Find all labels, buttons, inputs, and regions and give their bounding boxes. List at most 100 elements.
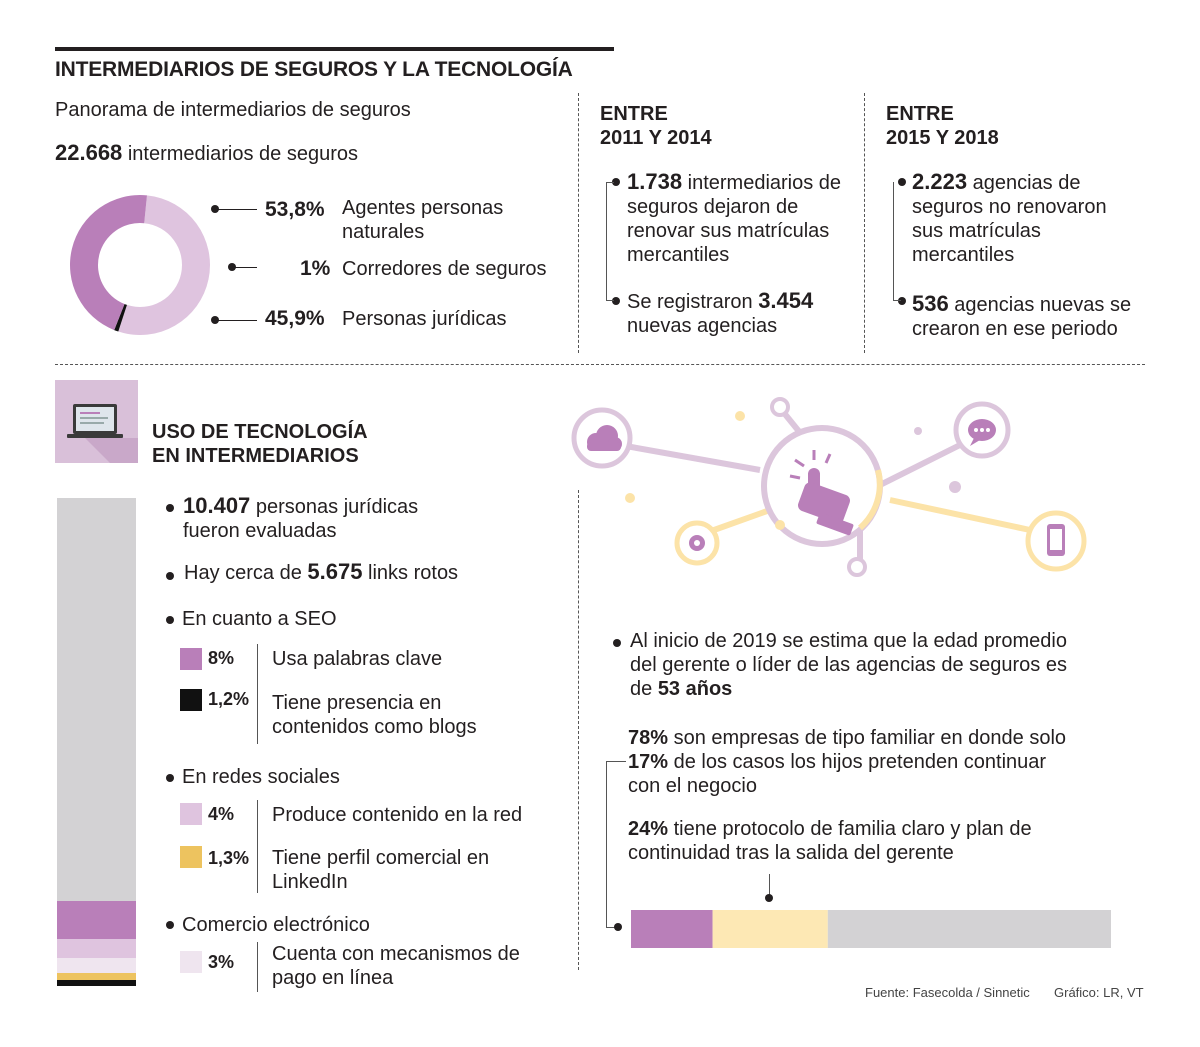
col2011-bracket — [606, 182, 607, 300]
line2-pct: 17% — [628, 751, 669, 773]
divider-v1 — [578, 93, 579, 353]
legend-dot-2 — [228, 263, 236, 271]
connector-17-foot — [606, 927, 616, 928]
legend-label-3: Personas jurídicas — [342, 308, 507, 330]
legend-dot-1 — [211, 205, 219, 213]
links-value: 5.675 — [307, 559, 363, 584]
bar-pale-purple — [57, 958, 136, 973]
col2011-fact2-pre: Se registraron — [627, 291, 753, 313]
col2015-bracket — [893, 182, 894, 300]
ecommerce-bracket — [257, 942, 258, 992]
col2015-fact1: 2.223 agencias de seguros no renovaron s… — [912, 170, 1137, 267]
bar-light-purple — [57, 939, 136, 958]
col2015-tick2 — [893, 300, 901, 301]
social-swatch-2 — [180, 846, 202, 868]
col2011-dot1 — [612, 178, 620, 186]
evaluated-text: personas jurídicas fueron evaluadas — [183, 496, 419, 542]
evaluated-value: 10.407 — [183, 493, 251, 518]
gerente-line3: 24% tiene protocolo de familia claro y p… — [628, 817, 1038, 865]
tech-heading: USO DE TECNOLOGÍA EN INTERMEDIARIOS — [152, 421, 368, 467]
social-label-1: Produce contenido en la red — [272, 804, 523, 826]
donut-slice-1 — [118, 195, 211, 336]
social-swatch-1 — [180, 803, 202, 825]
col2011-fact2-post: nuevas agencias — [627, 315, 778, 337]
connector-24-dot — [765, 894, 773, 902]
source-fuente: Fuente: Fasecolda / Sinnetic — [865, 985, 1030, 1000]
connector-17-dot — [614, 923, 622, 931]
col2011-fact1: 1.738 intermediarios de seguros dejaron … — [627, 170, 862, 267]
title-rule — [55, 47, 614, 51]
panorama-total: 22.668 intermediarios de seguros — [55, 140, 358, 166]
laptop-icon — [55, 380, 138, 463]
legend-pct-1: 53,8% — [265, 198, 325, 221]
legend-line-1 — [215, 209, 257, 210]
panorama-subtitle: Panorama de intermediarios de seguros — [55, 99, 411, 121]
bullet-ecommerce — [166, 921, 174, 929]
col2015-fact2-text: agencias nuevas se crearon en ese period… — [912, 294, 1132, 340]
seo-pct-1: 8% — [208, 648, 235, 668]
social-label-2: Tiene perfil comercial en LinkedIn — [272, 847, 490, 893]
ecommerce-pct-1: 3% — [208, 952, 235, 972]
col2015-fact1-text: agencias de seguros no renovaron sus mat… — [912, 172, 1107, 266]
seo-swatch-2 — [180, 689, 202, 711]
network-illustration — [571, 397, 1087, 577]
phone-icon — [1047, 524, 1065, 556]
col2011-dot2 — [612, 297, 620, 305]
col2011-tick1 — [606, 182, 614, 183]
donut-slice-3 — [69, 195, 147, 331]
col2011-header: ENTRE 2011 Y 2014 — [600, 103, 712, 149]
source-grafico: Gráfico: LR, VT — [1054, 985, 1144, 1000]
col2015-dot2 — [898, 297, 906, 305]
page-title: INTERMEDIARIOS DE SEGUROS Y LA TECNOLOGÍ… — [55, 58, 573, 81]
total-label: intermediarios de seguros — [127, 143, 358, 165]
col2015-dot1 — [898, 178, 906, 186]
col2011-fact1-value: 1.738 — [627, 169, 683, 194]
seo-title: En cuanto a SEO — [182, 608, 337, 630]
col2011-fact2: Se registraron 3.454 nuevas agencias — [627, 289, 847, 338]
legend-dot-3 — [211, 316, 219, 324]
line1-text: son empresas de tipo familiar en donde s… — [673, 727, 1067, 749]
bar-yellow — [57, 973, 136, 980]
bar-black — [57, 980, 136, 986]
total-value: 22.668 — [55, 140, 123, 165]
seo-bracket — [257, 644, 258, 744]
links-post: links rotos — [368, 562, 459, 584]
col2015-fact1-value: 2.223 — [912, 169, 968, 194]
line3-pct: 24% — [628, 818, 669, 840]
bullet-gerente — [613, 639, 621, 647]
divider-v2 — [864, 93, 865, 353]
line2-text: de los casos los hijos pretenden continu… — [628, 751, 1047, 797]
bullet-social — [166, 774, 174, 782]
hand-pointer-icon — [789, 450, 854, 536]
donut-slice-2 — [114, 304, 127, 332]
social-title: En redes sociales — [182, 766, 340, 788]
line3-text: tiene protocolo de familia claro y plan … — [628, 818, 1032, 864]
connector-17-v — [606, 761, 607, 927]
legend-label-1: Agentes personas naturales — [342, 197, 504, 243]
donut-chart — [69, 195, 211, 336]
seo-pct-2: 1,2% — [208, 689, 250, 709]
cloud-icon — [587, 425, 622, 451]
bullet-seo — [166, 616, 174, 624]
links-pre: Hay cerca de — [184, 562, 302, 584]
tech-links: Hay cerca de 5.675 links rotos — [184, 560, 458, 585]
seo-label-1: Usa palabras clave — [272, 648, 443, 670]
tech-evaluated: 10.407 personas jurídicas fueron evaluad… — [183, 494, 443, 543]
ecommerce-swatch-1 — [180, 951, 202, 973]
bullet-links — [166, 572, 174, 580]
connector-17-h — [606, 761, 626, 762]
gear-icon — [689, 535, 705, 551]
divider-h — [55, 364, 1145, 365]
legend-line-2 — [232, 267, 257, 268]
seo-swatch-1 — [180, 648, 202, 670]
legend-line-3 — [215, 320, 257, 321]
gerente-line1: 78% son empresas de tipo familiar en don… — [628, 726, 1066, 750]
col2015-fact2-value: 536 — [912, 291, 949, 316]
succession-bar-segment-3 — [827, 910, 1111, 948]
succession-bar-segment-1 — [631, 910, 713, 948]
social-pct-2: 1,3% — [208, 848, 250, 868]
col2015-fact2: 536 agencias nuevas se crearon en ese pe… — [912, 292, 1142, 341]
gerente-age: 53 años — [657, 678, 733, 700]
divider-v3 — [578, 490, 579, 970]
social-pct-1: 4% — [208, 804, 235, 824]
